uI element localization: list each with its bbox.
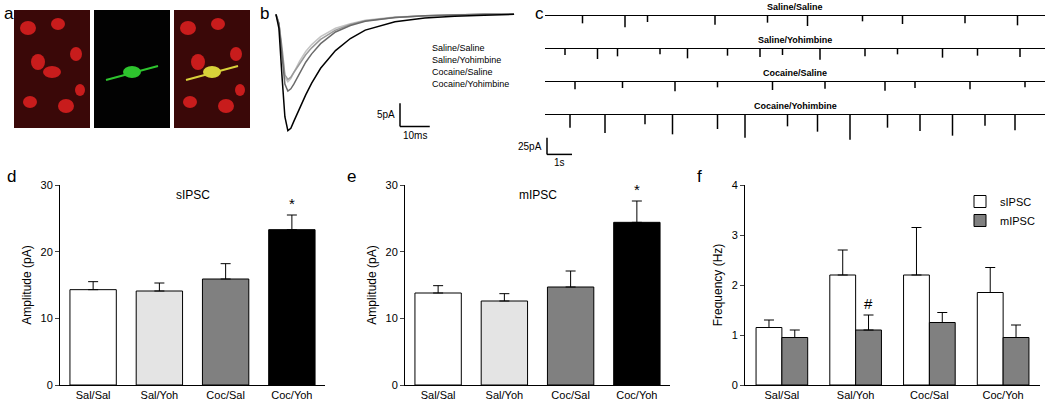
svg-text:3: 3 (732, 229, 738, 241)
svg-text:30: 30 (41, 179, 53, 191)
svg-text:sIPSC: sIPSC (176, 188, 210, 202)
svg-text:10ms: 10ms (403, 130, 427, 141)
svg-text:4: 4 (732, 179, 738, 191)
svg-text:Sal/Sal: Sal/Sal (76, 389, 111, 401)
svg-text:#: # (864, 295, 873, 312)
svg-text:Sal/Sal: Sal/Sal (421, 389, 456, 401)
svg-text:Saline/Yohimbine: Saline/Yohimbine (432, 55, 501, 65)
svg-text:Cocaine/Saline: Cocaine/Saline (432, 67, 493, 77)
svg-text:10: 10 (386, 312, 398, 324)
svg-text:Cocaine/Yohimbine: Cocaine/Yohimbine (432, 79, 509, 89)
svg-text:mIPSC: mIPSC (519, 188, 557, 202)
svg-text:0: 0 (392, 379, 398, 391)
svg-text:Coc/Sal: Coc/Sal (910, 389, 949, 401)
svg-text:25pA: 25pA (518, 141, 542, 152)
svg-text:Coc/Sal: Coc/Sal (551, 389, 590, 401)
svg-text:Cocaine/Yohimbine: Cocaine/Yohimbine (754, 101, 837, 111)
svg-text:Coc/Yoh: Coc/Yoh (616, 389, 657, 401)
svg-text:5pA: 5pA (377, 109, 395, 120)
svg-text:Sal/Yoh: Sal/Yoh (837, 389, 875, 401)
svg-text:Saline/Yohimbine: Saline/Yohimbine (758, 35, 832, 45)
svg-text:Cocaine/Saline: Cocaine/Saline (763, 68, 827, 78)
svg-text:Frequency (Hz): Frequency (Hz) (711, 244, 725, 327)
svg-text:b: b (260, 4, 269, 23)
svg-text:10: 10 (41, 312, 53, 324)
svg-text:Sal/Yoh: Sal/Yoh (486, 389, 524, 401)
svg-text:Coc/Yoh: Coc/Yoh (271, 389, 312, 401)
svg-text:mIPSC: mIPSC (1000, 215, 1035, 227)
svg-text:e: e (347, 167, 356, 186)
svg-text:Saline/Saline: Saline/Saline (432, 43, 485, 53)
svg-text:1s: 1s (554, 157, 565, 168)
svg-text:Amplitude (pA): Amplitude (pA) (20, 245, 34, 324)
svg-text:1: 1 (732, 329, 738, 341)
svg-text:Sal/Yoh: Sal/Yoh (141, 389, 179, 401)
svg-text:a: a (4, 4, 14, 23)
svg-text:c: c (535, 4, 544, 23)
svg-text:sIPSC: sIPSC (1000, 196, 1031, 208)
svg-text:0: 0 (47, 379, 53, 391)
svg-text:Saline/Saline: Saline/Saline (767, 2, 823, 12)
svg-text:Coc/Sal: Coc/Sal (206, 389, 245, 401)
svg-text:*: * (289, 195, 295, 212)
svg-text:f: f (697, 167, 702, 186)
svg-text:0: 0 (732, 379, 738, 391)
svg-text:*: * (634, 181, 640, 198)
svg-text:20: 20 (386, 246, 398, 258)
svg-text:20: 20 (41, 246, 53, 258)
svg-text:Amplitude (pA): Amplitude (pA) (365, 245, 379, 324)
svg-text:Coc/Yoh: Coc/Yoh (983, 389, 1024, 401)
svg-text:2: 2 (732, 279, 738, 291)
svg-text:30: 30 (386, 179, 398, 191)
svg-text:d: d (7, 167, 16, 186)
svg-text:Sal/Sal: Sal/Sal (764, 389, 799, 401)
